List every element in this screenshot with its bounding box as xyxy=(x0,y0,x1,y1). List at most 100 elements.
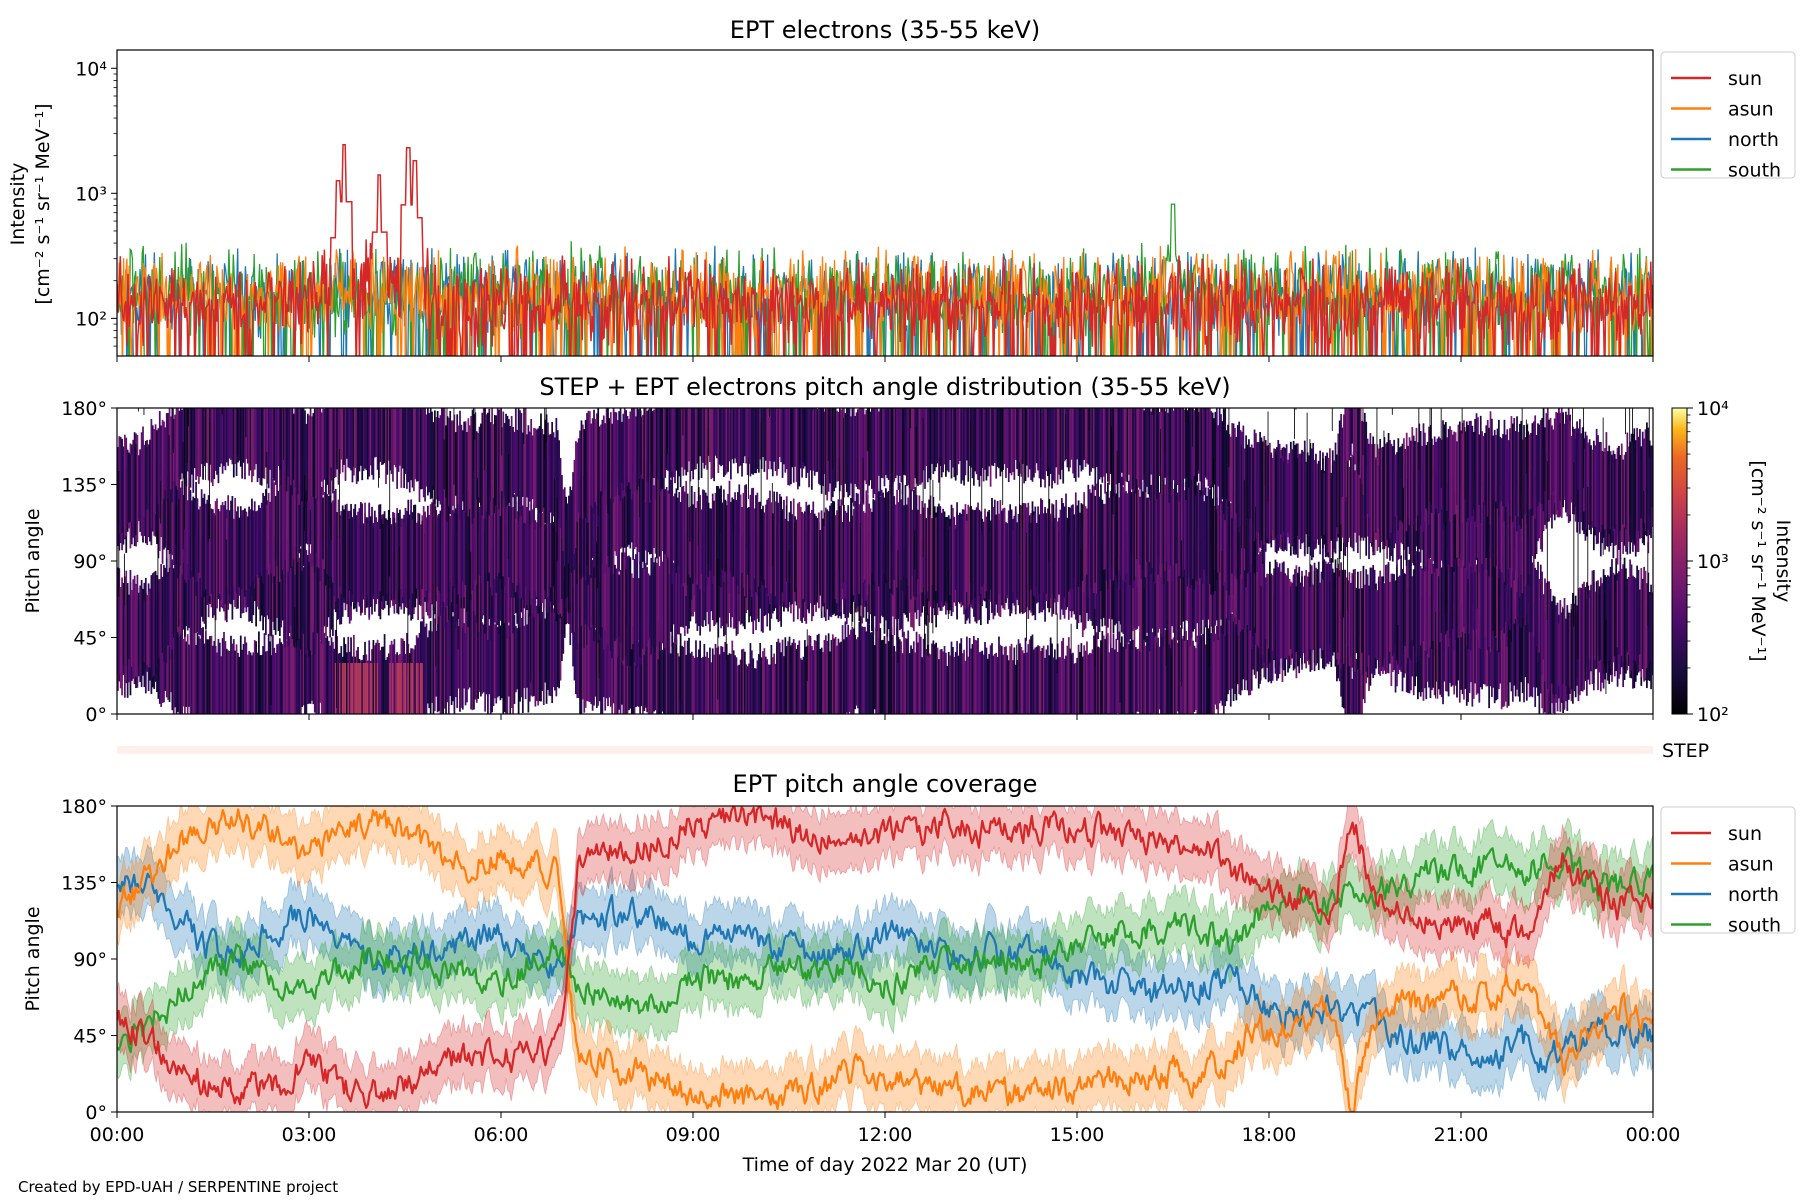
heatmap-cell xyxy=(1150,630,1153,714)
heatmap-cell xyxy=(467,620,470,690)
heatmap-cell xyxy=(218,511,221,594)
heatmap-cell xyxy=(544,618,547,683)
heatmap-cell xyxy=(778,408,781,458)
heatmap-cell xyxy=(1440,482,1443,561)
heatmap-cell xyxy=(129,454,132,522)
heatmap-cell xyxy=(665,408,668,471)
heatmap-cell xyxy=(590,423,593,505)
heatmap-cell xyxy=(991,643,993,714)
heatmap-cell xyxy=(1188,630,1190,714)
heatmap-cell xyxy=(706,408,709,470)
heatmap-cell xyxy=(732,499,735,577)
heatmap-cell xyxy=(817,512,820,609)
heatmap-cell xyxy=(143,408,145,415)
heatmap-cell xyxy=(1119,642,1122,714)
heatmap-cell xyxy=(1016,660,1019,714)
heatmap-cell xyxy=(876,488,879,591)
heatmap-cell xyxy=(186,500,189,565)
heatmap-cell xyxy=(730,653,732,714)
heatmap-cell xyxy=(996,656,999,714)
panel1-ytick-label: 10² xyxy=(75,308,107,330)
heatmap-cell xyxy=(1120,408,1123,473)
heatmap-cell xyxy=(502,411,505,508)
heatmap-cell xyxy=(1228,434,1231,502)
heatmap-cell xyxy=(1432,563,1435,641)
heatmap-cell xyxy=(925,408,928,467)
heatmap-cell xyxy=(1158,411,1161,476)
heatmap-cell xyxy=(1201,633,1204,714)
heatmap-cell xyxy=(1115,553,1118,624)
heatmap-cell xyxy=(478,622,481,692)
heatmap-cell xyxy=(269,641,271,714)
heatmap-cell xyxy=(1458,494,1461,559)
heatmap-cell xyxy=(1213,505,1215,570)
heatmap-cell xyxy=(1118,497,1120,571)
heatmap-cell xyxy=(798,501,801,609)
heatmap-cell xyxy=(1358,632,1361,714)
heatmap-cell xyxy=(538,512,541,606)
heatmap-cell xyxy=(1077,644,1080,714)
heatmap-cell xyxy=(838,408,841,492)
heatmap-cell xyxy=(379,528,382,592)
heatmap-cell xyxy=(1588,439,1591,530)
heatmap-cell xyxy=(1263,551,1266,663)
heatmap-cell xyxy=(1324,455,1327,553)
heatmap-cell xyxy=(692,504,695,584)
heatmap-cell xyxy=(850,498,852,609)
heatmap-cell xyxy=(1528,602,1531,698)
heatmap-cell xyxy=(1315,453,1317,549)
heatmap-cell xyxy=(373,515,376,607)
heatmap-cell xyxy=(787,641,789,714)
heatmap-cell xyxy=(1410,440,1412,522)
heatmap-cell xyxy=(1095,632,1098,714)
heatmap-cell xyxy=(1134,486,1137,577)
heatmap-cell xyxy=(928,499,931,602)
heatmap-cell xyxy=(1153,539,1155,649)
heatmap-cell xyxy=(833,501,836,614)
heatmap-cell xyxy=(128,594,130,659)
heatmap-cell xyxy=(689,539,692,622)
heatmap-cell xyxy=(551,421,554,526)
heatmap-cell xyxy=(1634,440,1637,531)
heatmap-cell xyxy=(1119,491,1122,577)
heatmap-cell xyxy=(1241,496,1243,580)
heatmap-cell xyxy=(369,521,372,600)
heatmap-cell xyxy=(929,408,931,515)
heatmap-cell xyxy=(123,576,126,673)
heatmap-cell xyxy=(813,640,816,714)
heatmap-cell xyxy=(900,408,903,483)
heatmap-cell xyxy=(623,476,626,548)
heatmap-cell xyxy=(390,408,393,475)
heatmap-cell xyxy=(333,490,336,597)
heatmap-cell xyxy=(841,408,844,506)
heatmap-cell xyxy=(1489,621,1492,687)
heatmap-cell xyxy=(1470,619,1472,683)
heatmap-cell xyxy=(1439,438,1442,512)
heatmap-cell xyxy=(189,490,192,579)
heatmap-cell xyxy=(509,606,512,714)
heatmap-cell xyxy=(191,630,193,714)
heatmap-cell xyxy=(1632,433,1634,540)
heatmap-cell xyxy=(1059,518,1062,591)
heatmap-cell xyxy=(1148,408,1151,500)
heatmap-cell xyxy=(1111,408,1113,496)
heatmap-cell xyxy=(1580,433,1583,522)
heatmap-cell xyxy=(1359,478,1361,560)
heatmap-cell xyxy=(728,653,731,714)
heatmap-cell xyxy=(837,411,840,482)
heatmap-cell xyxy=(285,408,288,492)
heatmap-cell xyxy=(1027,408,1030,478)
heatmap-cell xyxy=(489,606,492,714)
heatmap-cell xyxy=(900,641,903,714)
heatmap-cell xyxy=(1298,566,1301,674)
heatmap-cell xyxy=(1127,643,1130,714)
heatmap-cell xyxy=(986,658,989,714)
heatmap-cell xyxy=(1232,423,1235,521)
heatmap-cell xyxy=(177,468,179,579)
heatmap-cell xyxy=(186,408,188,463)
heatmap-cell xyxy=(858,408,861,490)
heatmap-cell xyxy=(179,408,182,480)
heatmap-cell xyxy=(276,644,278,714)
heatmap-cell xyxy=(224,501,227,604)
heatmap-cell xyxy=(1211,536,1214,633)
